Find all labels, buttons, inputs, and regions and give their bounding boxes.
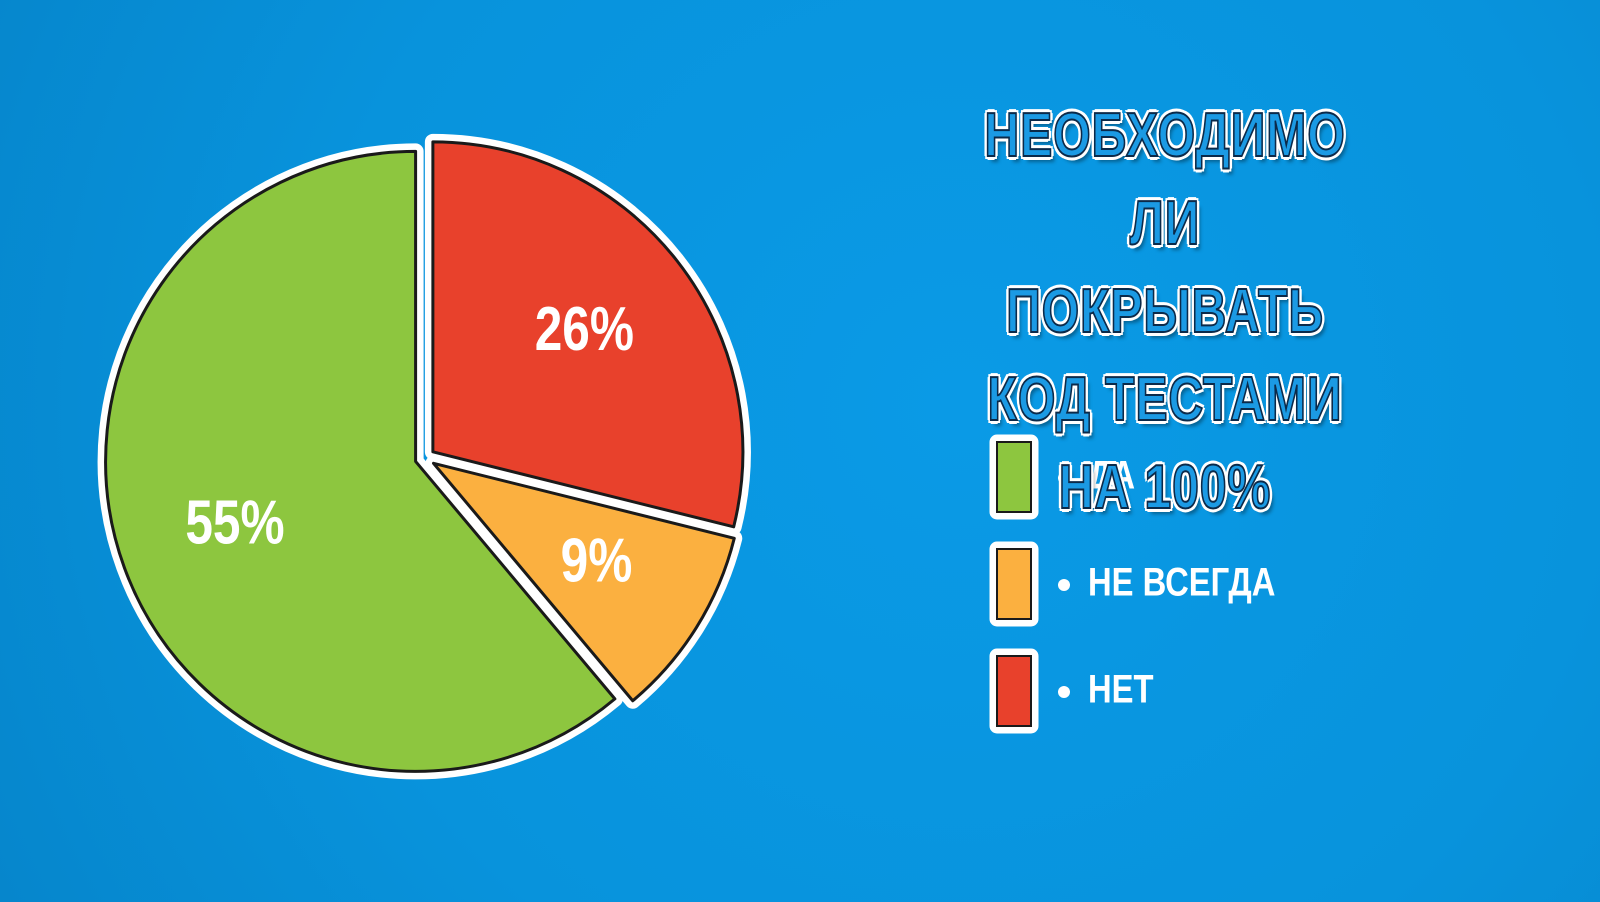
slice (431, 461, 736, 703)
legend-bullet (1058, 686, 1070, 698)
legend-swatch-outline (996, 548, 1032, 620)
legend-swatch (989, 434, 1039, 520)
legend-swatch (989, 541, 1039, 627)
legend-bullet (1058, 579, 1070, 591)
legend-swatch (989, 648, 1039, 734)
legend-swatch-outline (996, 655, 1032, 727)
legend-label: НЕ ВСЕГДА (1088, 559, 1275, 604)
legend-bullet (1058, 472, 1070, 484)
legend-label: НЕТ (1088, 666, 1154, 711)
chart-title: НЕОБХОДИМО ЛИ ПОКРЫВАТЬ КОД ТЕСТАМИ НА 1… (984, 100, 1346, 523)
slice (431, 140, 745, 529)
slice (104, 149, 617, 773)
data-label: 55% (185, 487, 284, 557)
legend-swatch-outline (996, 441, 1032, 513)
data-label: 9% (561, 525, 633, 595)
data-label: 26% (535, 294, 634, 364)
legend-label: ДА (1088, 452, 1135, 497)
